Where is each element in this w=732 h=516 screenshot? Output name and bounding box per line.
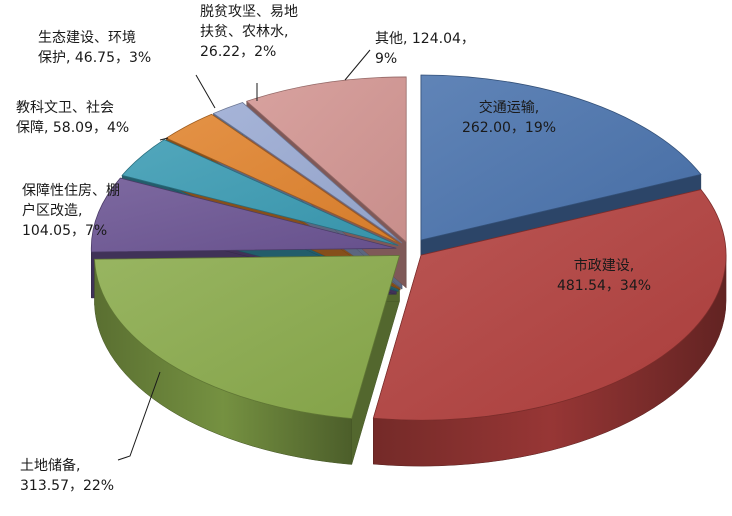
data-label-poverty-line-1: 扶贫、农林水, <box>200 24 288 40</box>
data-label-municipal-line-0: 市政建设, <box>574 257 634 274</box>
data-label-education-line-0: 教科文卫、社会 <box>16 100 114 116</box>
pie-slice-municipal <box>372 189 727 421</box>
data-label-ecology-line-1: 保护, 46.75，3% <box>38 50 151 66</box>
pie-slice-housing <box>90 177 397 253</box>
data-label-poverty-line-2: 26.22，2% <box>200 44 276 60</box>
data-label-ecology-line-0: 生态建设、环境 <box>38 30 136 46</box>
leader-lines <box>117 49 371 461</box>
data-label-transport-line-0: 交通运输, <box>479 99 539 116</box>
data-label-education-line-1: 保障, 58.09，4% <box>16 120 129 136</box>
pie-slice-transport <box>420 74 702 241</box>
leader-line-education <box>159 137 169 141</box>
data-label-land-line-1: 313.57，22% <box>20 478 114 494</box>
leader-line-land <box>117 371 161 461</box>
leader-line-other <box>344 49 371 81</box>
data-label-other-line-0: 其他, 124.04， <box>375 31 475 47</box>
pie-slice-land <box>94 255 400 419</box>
data-label-poverty-line-0: 脱贫攻坚、易地 <box>200 4 298 20</box>
pie-slices <box>90 74 727 421</box>
data-label-housing-line-2: 104.05，7% <box>22 223 107 239</box>
data-label-land-line-0: 土地储备, <box>20 457 80 474</box>
data-label-other-line-1: 9% <box>375 51 397 67</box>
data-label-transport-line-1: 262.00，19% <box>462 120 556 136</box>
data-label-municipal-line-1: 481.54，34% <box>557 278 651 294</box>
pie-slice-poverty <box>212 102 403 244</box>
pie-slice-other <box>245 76 407 243</box>
pie-slice-education <box>121 139 399 246</box>
data-label-housing-line-1: 户区改造, <box>22 202 82 219</box>
leader-line-ecology <box>195 74 216 109</box>
data-label-housing-line-0: 保障性住房、棚 <box>22 183 120 199</box>
data-labels: 交通运输, 262.00，19% 市政建设, 481.54，34% 土地储备, 313.5… <box>16 4 651 494</box>
